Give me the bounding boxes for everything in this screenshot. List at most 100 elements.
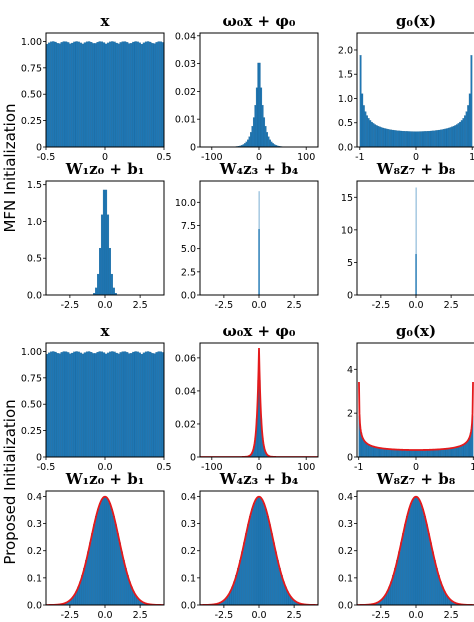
axes-frame [356, 342, 474, 458]
histogram-bar [134, 351, 137, 457]
histogram-bar [140, 353, 144, 457]
histogram-bar [113, 41, 116, 147]
histogram-bar [102, 42, 106, 147]
histogram-bar [433, 130, 436, 147]
histogram-bar [125, 42, 129, 147]
y-tick-label: 0.4 [181, 492, 196, 503]
histogram-bar [107, 352, 110, 457]
histogram-bar [77, 351, 80, 457]
histogram-bar [245, 141, 248, 147]
histogram-bar [115, 352, 118, 457]
histogram-bar [422, 449, 425, 457]
histogram-bar [398, 551, 401, 605]
histogram-bar [90, 352, 93, 457]
y-tick-label: 1.5 [338, 70, 353, 81]
panel-title: W₈z₇ + b₈ [376, 470, 456, 488]
histogram-bar [111, 41, 114, 147]
histogram-bar [455, 447, 458, 457]
histogram-bar [107, 42, 110, 147]
y-tick-label: 15 [341, 193, 353, 204]
histogram-bar [54, 351, 57, 457]
histogram-bar [383, 448, 386, 457]
histogram-bar [456, 446, 459, 457]
x-tick-label: 100 [297, 152, 315, 163]
x-tick-label: 0.5 [156, 462, 171, 473]
histogram-bar [251, 126, 254, 147]
histogram-bar [136, 351, 139, 457]
y-tick-label: 0.0 [181, 291, 196, 302]
histogram-bar [394, 449, 397, 457]
histogram-bar [157, 41, 160, 147]
histogram-bar [96, 42, 99, 147]
histogram-bar [147, 41, 150, 147]
histogram-bar [393, 130, 396, 147]
histogram-bar [407, 131, 410, 147]
histogram-bar [374, 447, 377, 457]
histogram-bar [463, 443, 466, 457]
histogram-bar [380, 127, 383, 147]
histogram-bar [153, 353, 156, 457]
histogram-bar [392, 449, 395, 457]
histogram-bar [104, 496, 108, 605]
histogram-bar [404, 131, 407, 147]
histogram-bar [71, 42, 74, 147]
x-tick-label: -100 [201, 152, 223, 163]
x-tick-label: 0.0 [97, 462, 112, 473]
histogram-bar [85, 41, 89, 147]
histogram-bar [98, 247, 102, 295]
histogram-bar [159, 41, 162, 147]
histogram-bar [429, 542, 432, 605]
x-tick-label: -2.5 [61, 610, 80, 621]
histogram-bar [427, 131, 429, 147]
row-label-mfn: MFN Initialization [1, 103, 19, 232]
histogram-bar [140, 43, 144, 147]
histogram-bar [364, 111, 367, 147]
histogram-bar [406, 131, 409, 147]
histogram-bar [413, 496, 417, 605]
histogram-bar [102, 352, 106, 457]
histogram-bar [144, 351, 148, 457]
y-tick-label: 0.0 [27, 601, 42, 612]
histogram-bar [147, 351, 150, 457]
histogram-bar [415, 254, 416, 295]
y-tick-label: 1.00 [21, 37, 42, 48]
y-tick-label: 0.02 [175, 419, 196, 430]
histogram-bar [117, 353, 120, 457]
histogram-bar [62, 41, 66, 147]
y-tick-label: 0.75 [21, 63, 42, 74]
histogram-bar [50, 351, 53, 457]
histogram-bar [448, 448, 451, 457]
histogram-bar [247, 139, 249, 147]
histogram-bar [410, 503, 413, 605]
y-tick-label: 0.25 [21, 426, 42, 437]
histogram-bar [119, 42, 122, 147]
histogram-bar [401, 449, 404, 457]
y-tick-label: 0.50 [21, 400, 42, 411]
histogram-bar [262, 503, 265, 605]
x-tick-label: 1 [470, 462, 474, 473]
y-tick-label: 0.06 [175, 353, 196, 364]
histogram-bar [370, 445, 372, 457]
y-tick-label: 1.00 [21, 347, 42, 358]
histogram-bar [155, 352, 158, 457]
y-tick-label: 1.5 [27, 180, 42, 191]
histogram-bar [417, 131, 420, 147]
x-tick-label: 0.0 [408, 610, 423, 621]
histogram-bar [247, 524, 250, 605]
y-tick-label: 0.3 [27, 519, 42, 530]
histogram-bar [399, 130, 402, 147]
histogram-bar [75, 351, 78, 457]
histogram-bar [274, 551, 277, 605]
histogram-bar [439, 129, 442, 147]
histogram-bar [415, 131, 418, 147]
histogram-bar [384, 448, 387, 457]
histogram-bar [447, 448, 449, 457]
histogram-bar [411, 498, 415, 605]
histogram-bar [415, 449, 418, 457]
histogram-bar [48, 352, 51, 457]
histogram-bar [378, 447, 381, 457]
histogram-bar [431, 130, 434, 147]
x-tick-label: 0.0 [97, 610, 112, 621]
histogram-bar [404, 449, 407, 457]
